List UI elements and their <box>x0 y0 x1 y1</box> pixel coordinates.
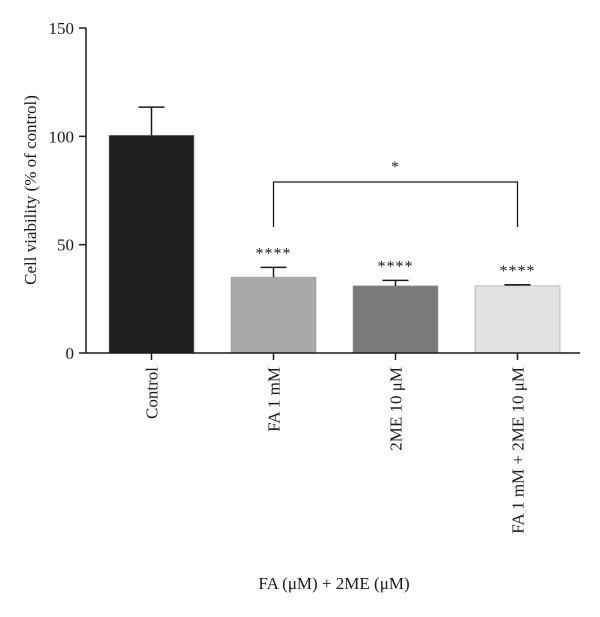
y-tick-label: 100 <box>49 127 75 146</box>
bracket-line <box>272 181 519 227</box>
y-tick-label: 150 <box>49 19 75 38</box>
y-tick-label: 50 <box>57 236 74 255</box>
bar <box>474 285 561 354</box>
bar <box>352 285 439 354</box>
significance-markers: **** **** **** <box>256 245 536 280</box>
y-axis-ticks: 0 50 100 150 <box>49 19 86 363</box>
x-axis-tick-labels: Control FA 1 mM 2ME 10 μM FA 1 mM + 2ME 10 … <box>143 353 528 534</box>
x-tick-label: 2ME 10 μM <box>387 367 406 451</box>
x-tick-label: Control <box>143 367 162 419</box>
bracket-label: * <box>391 159 400 176</box>
significance-marker: **** <box>256 245 292 262</box>
bar <box>108 134 195 354</box>
significance-marker: **** <box>500 263 536 280</box>
x-axis-label: FA (μM) + 2ME (μM) <box>258 574 409 593</box>
comparison-bracket: * <box>272 159 519 227</box>
x-tick-label: FA 1 mM <box>265 367 284 432</box>
y-tick-label: 0 <box>66 344 75 363</box>
bars <box>108 134 561 354</box>
x-tick-label: FA 1 mM + 2ME 10 μM <box>509 367 528 534</box>
significance-marker: **** <box>378 258 414 275</box>
y-axis-label: Cell viability (% of control) <box>21 95 40 285</box>
bar <box>230 276 317 354</box>
error-bars <box>138 106 531 286</box>
